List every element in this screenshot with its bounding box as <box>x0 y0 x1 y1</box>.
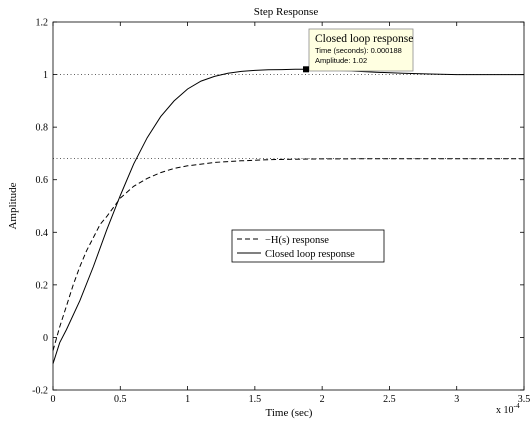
y-tick-label-6: 1 <box>43 70 48 81</box>
x-tick-label-2: 1 <box>185 394 190 405</box>
legend: −H(s) response Closed loop response <box>231 229 385 263</box>
datatip-title: Closed loop response <box>315 33 413 45</box>
x-tick-label-4: 2 <box>320 394 325 405</box>
y-tick-label-1: 0 <box>43 333 48 344</box>
x-axis-label: Time (sec) <box>266 407 313 419</box>
y-tick-label-7: 1.2 <box>36 18 49 29</box>
x-tick-label-1: 0.5 <box>114 394 127 405</box>
y-tick-label-4: 0.6 <box>36 175 49 186</box>
legend-box <box>231 229 385 263</box>
y-tick-label-5: 0.8 <box>36 123 49 134</box>
datatip-time: Time (seconds): 0.000188 <box>315 46 402 55</box>
x-axis-multiplier-base: x 10 <box>496 405 514 416</box>
series-line-0 <box>52 158 524 351</box>
datatip-box <box>308 28 414 72</box>
x-tick-label-5: 2.5 <box>383 394 396 405</box>
series-layer <box>52 68 524 364</box>
y-tick-label-3: 0.4 <box>36 228 49 239</box>
x-axis-multiplier: x 10-4 <box>496 401 520 416</box>
datatip[interactable]: Closed loop response Time (seconds): 0.0… <box>303 28 414 73</box>
x-tick-label-3: 1.5 <box>249 394 262 405</box>
datatip-marker[interactable] <box>303 66 309 73</box>
series-line-1 <box>52 68 524 364</box>
chart-title: Step Response <box>254 6 319 18</box>
legend-item-h-response: −H(s) response <box>265 235 329 246</box>
y-tick-label-2: 0.2 <box>36 280 49 291</box>
datatip-amplitude: Amplitude: 1.02 <box>315 56 367 65</box>
x-axis-multiplier-exponent: -4 <box>514 401 520 410</box>
plot-area-border <box>52 21 525 391</box>
y-axis-label: Amplitude <box>7 182 19 229</box>
x-tick-label-6: 3 <box>454 394 459 405</box>
x-tick-label-7: 3.5 <box>518 394 530 405</box>
legend-item-closed-loop: Closed loop response <box>265 249 355 260</box>
x-tick-label-0: 0 <box>51 394 56 405</box>
y-tick-label-0: -0.2 <box>32 386 48 397</box>
